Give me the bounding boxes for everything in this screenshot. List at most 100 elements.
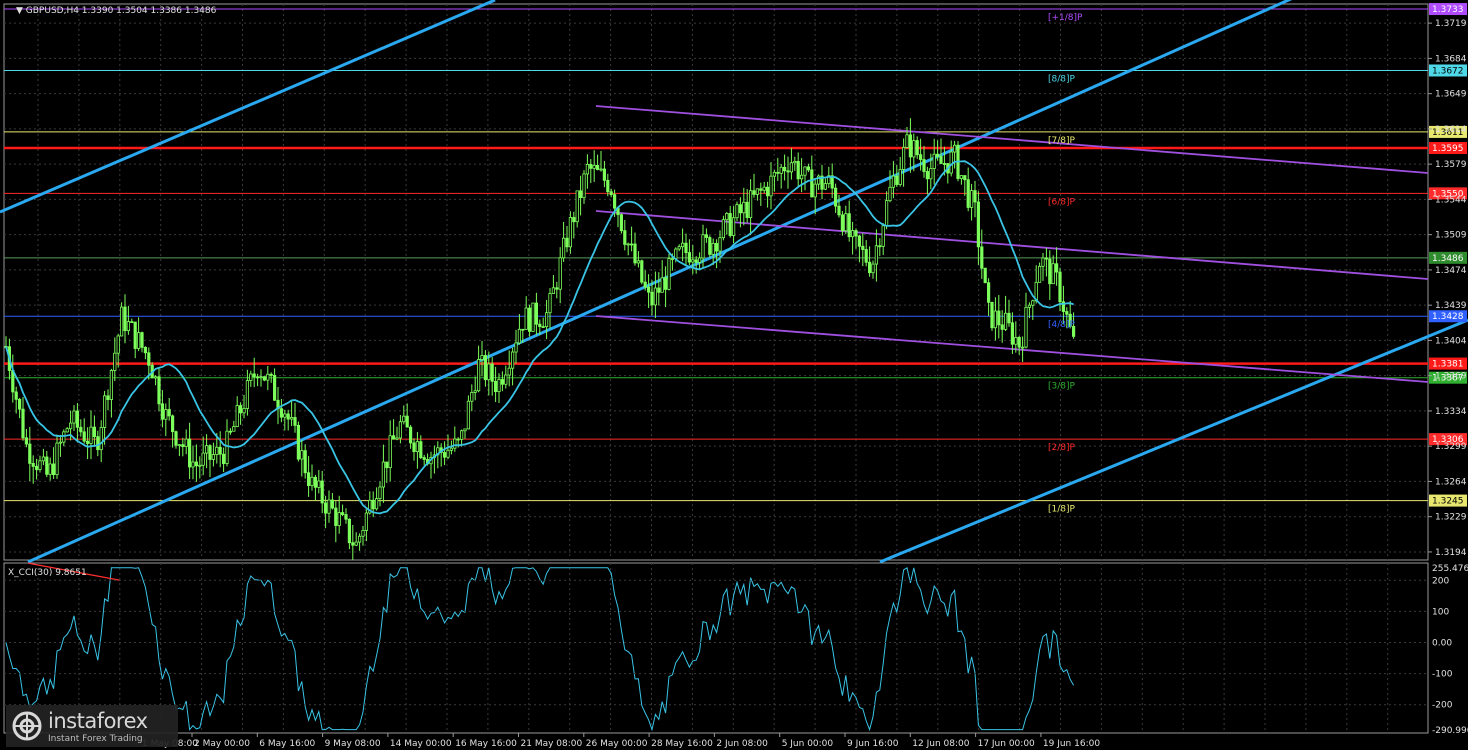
candle-body bbox=[813, 183, 817, 198]
murrey-price-tag bbox=[1429, 64, 1467, 77]
candle-body bbox=[388, 435, 392, 469]
candle-body bbox=[517, 328, 522, 344]
candle-body bbox=[1061, 301, 1065, 312]
candle-body bbox=[834, 187, 838, 207]
candle-body bbox=[293, 417, 297, 426]
candle-body bbox=[738, 204, 743, 214]
candle-body bbox=[208, 445, 212, 460]
candle-body bbox=[351, 542, 355, 546]
candle-body bbox=[106, 395, 110, 400]
murrey-price-tag bbox=[1429, 371, 1467, 384]
price-tick-label: 1.3579 bbox=[1435, 160, 1467, 170]
candle-body bbox=[976, 201, 981, 248]
candle-body bbox=[980, 246, 984, 269]
candle-body bbox=[266, 373, 270, 381]
price-tick-label: 1.3684 bbox=[1435, 54, 1467, 64]
candle-body bbox=[174, 431, 178, 446]
candle-body bbox=[24, 437, 29, 445]
murrey-level-label: [4/8]P bbox=[1048, 320, 1076, 330]
cci-tick-label: -100 bbox=[1432, 670, 1453, 680]
candle-body bbox=[647, 286, 651, 293]
price-tick-label: 1.3614 bbox=[1435, 125, 1467, 135]
time-tick-label: 17 Jun 00:00 bbox=[978, 739, 1035, 749]
candle-body bbox=[973, 190, 977, 203]
candle-body bbox=[531, 302, 535, 332]
candle-body bbox=[555, 287, 559, 290]
candle-body bbox=[378, 486, 382, 499]
murrey-level-label: [7/8]P bbox=[1048, 136, 1076, 146]
candle-body bbox=[31, 463, 35, 467]
candle-body bbox=[888, 186, 892, 202]
murrey-price-value: 1.3611 bbox=[1432, 128, 1464, 138]
cci-tick-label: -290.996 bbox=[1432, 726, 1468, 736]
candle-body bbox=[742, 201, 746, 214]
candle-body bbox=[303, 450, 307, 474]
candle-body bbox=[221, 453, 226, 464]
murrey-price-tag bbox=[1429, 3, 1467, 16]
candle-body bbox=[395, 437, 399, 440]
candle-body bbox=[898, 169, 902, 185]
candle-body bbox=[847, 213, 851, 238]
candle-body bbox=[1068, 313, 1072, 327]
candle-body bbox=[89, 426, 93, 444]
sr-price-tag bbox=[1429, 142, 1467, 155]
candle-body bbox=[1027, 304, 1031, 308]
candle-body bbox=[810, 169, 814, 198]
candle-body bbox=[800, 174, 804, 180]
candle-body bbox=[58, 441, 63, 444]
candle-body bbox=[296, 424, 301, 460]
candle-body bbox=[514, 342, 518, 353]
cci-overbought-mark bbox=[27, 562, 121, 581]
candle-body bbox=[1055, 263, 1059, 273]
price-tick-label: 1.3369 bbox=[1435, 372, 1467, 382]
sr-price-value: 1.3381 bbox=[1432, 360, 1464, 370]
candle-body bbox=[456, 438, 460, 441]
cci-frame bbox=[3, 562, 1429, 734]
candle-body bbox=[490, 363, 494, 382]
candle-body bbox=[69, 422, 73, 430]
candle-body bbox=[725, 213, 729, 221]
candle-body bbox=[541, 326, 545, 328]
time-tick-label: 28 May 16:00 bbox=[651, 739, 713, 749]
candle-body bbox=[701, 234, 705, 259]
watermark-logo: instaforex Instant Forex Trading bbox=[6, 705, 178, 747]
candle-body bbox=[939, 156, 943, 164]
candle-body bbox=[789, 162, 794, 173]
candle-body bbox=[164, 409, 168, 420]
candle-body bbox=[1038, 265, 1042, 283]
candle-body bbox=[419, 441, 423, 458]
candle-body bbox=[1004, 312, 1008, 330]
candle-body bbox=[1024, 306, 1028, 348]
candle-body bbox=[874, 245, 879, 265]
candle-body bbox=[959, 175, 964, 179]
candle-body bbox=[323, 502, 328, 514]
murrey-price-value: 1.3550 bbox=[1432, 189, 1464, 199]
candle-body bbox=[391, 435, 396, 440]
candle-body bbox=[28, 443, 32, 464]
candle-body bbox=[993, 310, 998, 329]
candle-body bbox=[534, 302, 539, 325]
candle-body bbox=[198, 464, 202, 467]
candle-body bbox=[82, 431, 86, 442]
candle-body bbox=[463, 428, 467, 432]
trend-line bbox=[879, 318, 1468, 564]
candle-body bbox=[415, 441, 420, 453]
candle-body bbox=[524, 307, 528, 330]
candle-body bbox=[772, 171, 777, 177]
candle-body bbox=[79, 426, 83, 433]
price-tick-label: 1.3649 bbox=[1435, 90, 1467, 100]
candle-body bbox=[548, 293, 552, 314]
candle-body bbox=[238, 405, 243, 414]
candle-body bbox=[568, 217, 573, 248]
candle-body bbox=[136, 332, 141, 349]
candle-body bbox=[252, 373, 256, 378]
time-tick-label: 12 Jun 08:00 bbox=[912, 739, 969, 749]
candle-body bbox=[211, 454, 215, 460]
candle-body bbox=[987, 282, 991, 303]
candle-body bbox=[755, 188, 760, 195]
candle-body bbox=[300, 450, 304, 460]
candle-body bbox=[762, 186, 766, 191]
candle-body bbox=[442, 452, 447, 458]
candle-body bbox=[885, 200, 889, 227]
candle-body bbox=[691, 259, 695, 263]
